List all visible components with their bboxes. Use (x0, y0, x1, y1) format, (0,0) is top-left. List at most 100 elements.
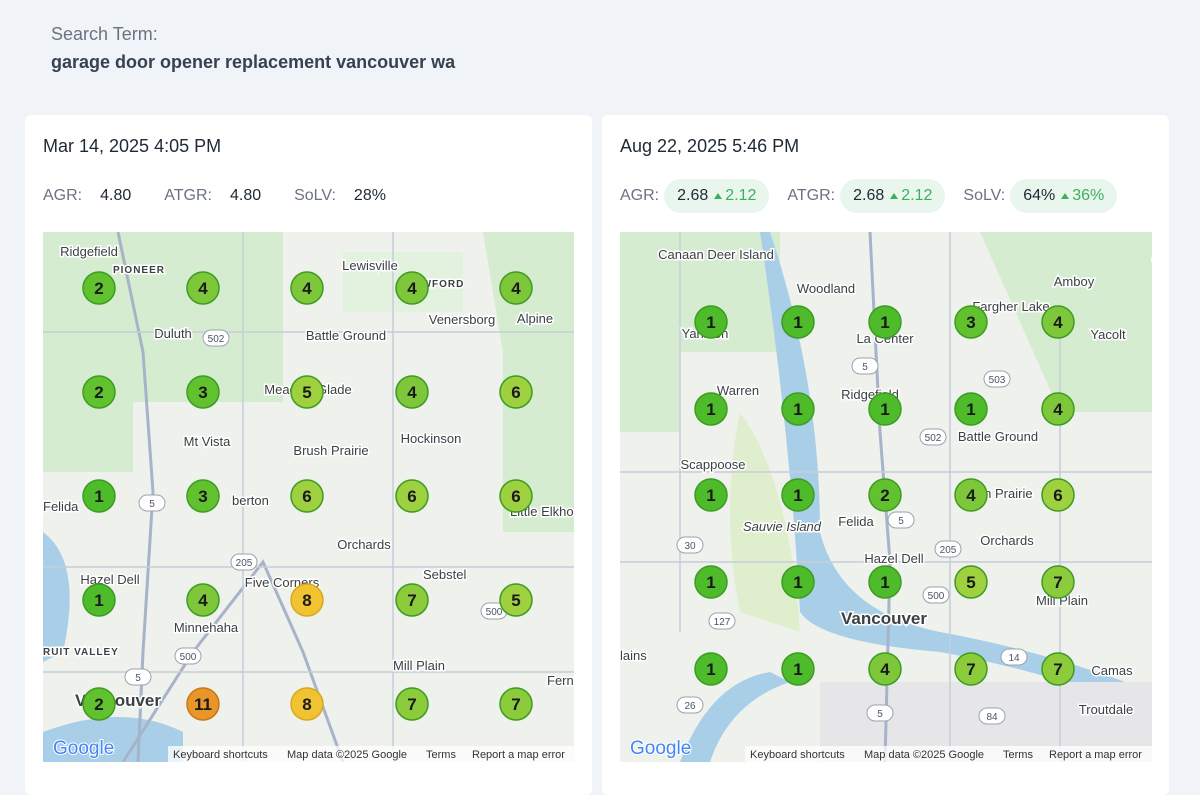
rank-pin (781, 652, 815, 686)
rank-number: 4 (1053, 400, 1063, 419)
place-label: Felida (838, 514, 874, 529)
map-footer-text: Terms (1003, 749, 1033, 761)
rank-pin (290, 687, 324, 721)
up-arrow (714, 193, 723, 199)
metric-label: ATGR: (164, 187, 212, 204)
rank-pin (186, 479, 220, 513)
rank-number: 4 (302, 279, 312, 298)
map: Canaan Deer IslandChelatchWoodlandAmboyF… (620, 232, 1152, 762)
rank-number: 1 (706, 486, 715, 505)
place-label: Hazel Dell (864, 551, 923, 566)
rank-pin (868, 565, 902, 599)
route-shield (676, 536, 704, 554)
place-label: Sebstel (423, 567, 466, 582)
rank-pin (499, 271, 533, 305)
place-label: Camas (1091, 663, 1133, 678)
river (43, 717, 183, 762)
place-label: PIONEER (113, 265, 165, 276)
place-label: Battle Ground (958, 429, 1038, 444)
rank-pin (499, 375, 533, 409)
route-number: 500 (486, 607, 503, 618)
rank-pin (290, 583, 324, 617)
rank-number: 1 (880, 400, 889, 419)
place-label: RUIT VALLEY (43, 647, 119, 658)
route-shield (1000, 648, 1028, 666)
metric-value: 4.80 (100, 187, 132, 204)
google-logo: Google (53, 738, 114, 759)
rank-pin (395, 479, 429, 513)
report-date: Mar 14, 2025 4:05 PM (43, 136, 222, 156)
route-number: 502 (208, 334, 225, 345)
rank-pin (954, 652, 988, 686)
rank-number: 5 (511, 591, 520, 610)
route-shield (934, 540, 962, 558)
rank-number: 5 (966, 573, 975, 592)
rank-pin (395, 687, 429, 721)
place-label: Mill Plain (1036, 593, 1088, 608)
rank-pin (1041, 652, 1075, 686)
rank-number: 4 (198, 279, 208, 298)
map-footer-text: Keyboard shortcuts (750, 749, 845, 761)
rank-pin (395, 271, 429, 305)
metric-label: AGR: (620, 187, 660, 204)
report-date: Aug 22, 2025 5:46 PM (620, 136, 800, 156)
rank-pin (82, 271, 116, 305)
route-shield (138, 494, 166, 512)
rank-number: 6 (407, 487, 416, 506)
metric-change: 2.12 (725, 187, 757, 204)
place-label: Venersborg (429, 312, 496, 327)
place-label: Orchards (980, 533, 1034, 548)
place-label: Mt Vista (184, 434, 231, 449)
place-label: Ridgefield (60, 244, 118, 259)
metric-value: 28% (353, 187, 386, 204)
place-label: Felida (43, 499, 79, 514)
metric-label: AGR: (43, 187, 83, 204)
place-label: Alpine (517, 311, 553, 326)
metric-value: 2.68 (853, 187, 885, 204)
search-term: garage door opener replacement vancouver… (51, 52, 456, 72)
place-label: Hazel Dell (80, 572, 139, 587)
rank-number: 3 (198, 383, 207, 402)
rank-pin (186, 583, 220, 617)
map-footer-text: Report a map error (472, 749, 565, 761)
rank-number: 8 (302, 591, 311, 610)
route-number: 14 (1008, 653, 1020, 664)
highway (116, 232, 155, 762)
rank-pin (290, 271, 324, 305)
rank-pin (954, 392, 988, 426)
rank-pin (954, 305, 988, 339)
rank-pin (82, 687, 116, 721)
report-panel: Mar 14, 2025 4:05 PM AGR: 4.80 ATGR: 4.80 SoL… (25, 115, 592, 795)
rank-pin (868, 652, 902, 686)
metric-label: SoLV: (963, 187, 1006, 204)
route-shield (983, 370, 1011, 388)
google-logo: Google (630, 738, 691, 759)
rank-number: 4 (966, 486, 976, 505)
rank-number: 2 (94, 695, 103, 714)
rank-number: 4 (511, 279, 521, 298)
rank-pin (395, 375, 429, 409)
place-label: Brush Prairie (293, 443, 368, 458)
rank-pin (868, 392, 902, 426)
map-footer-bar (168, 746, 574, 762)
route-number: 502 (925, 433, 942, 444)
place-label: Sauvie Island (743, 519, 822, 534)
rank-number: 4 (198, 591, 208, 610)
rank-pin (694, 305, 728, 339)
rank-pin (954, 478, 988, 512)
route-shield (174, 647, 202, 665)
rank-number: 1 (94, 487, 103, 506)
place-label: Troutdale (1079, 702, 1133, 717)
rank-pin (1041, 478, 1075, 512)
place-label: Scappoose (680, 457, 745, 472)
place-label: Orchards (337, 537, 391, 552)
rank-pin (1041, 305, 1075, 339)
metrics-row: AGR: 2.68 2.12 ATGR: 2.68 2.12 SoLV: 64% 36% (620, 179, 1135, 213)
rank-number: 2 (94, 279, 103, 298)
rank-number: 1 (880, 313, 889, 332)
rank-pin (499, 479, 533, 513)
rank-pin (781, 392, 815, 426)
place-label: Vancouver (841, 609, 927, 628)
place-label: Yacolt (1090, 327, 1126, 342)
rank-number: 4 (407, 383, 417, 402)
